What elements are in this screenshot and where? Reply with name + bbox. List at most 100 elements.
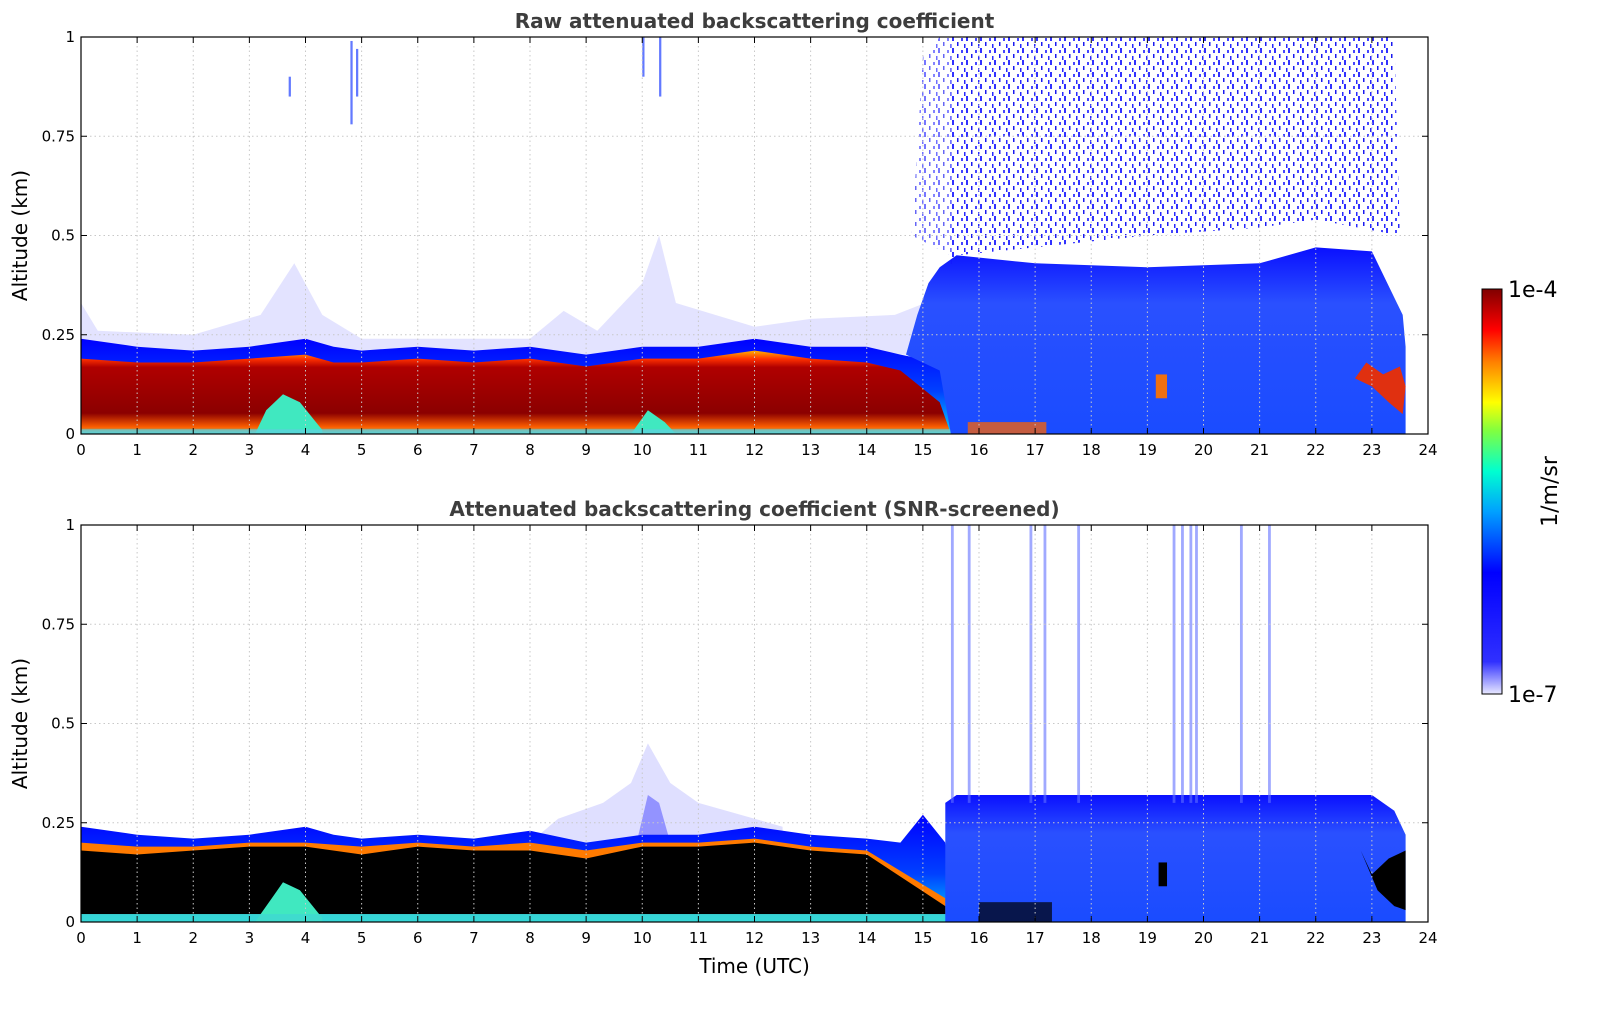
y-tick-label: 0.25 (42, 814, 75, 832)
raw-heatmap-data (81, 37, 1406, 434)
raw-upper-noise-edge (911, 37, 951, 256)
x-tick-label: 12 (745, 441, 764, 459)
raw-patch-19h (1155, 374, 1168, 399)
x-tick-label: 21 (1250, 929, 1269, 947)
x-tick-label: 13 (801, 929, 820, 947)
x-tick-label: 16 (969, 441, 988, 459)
raw-gridlines (81, 37, 1428, 434)
x-tick-label: 18 (1082, 929, 1101, 947)
y-tick-label: 0.5 (51, 227, 75, 245)
x-tick-label: 15 (913, 929, 932, 947)
colorbar-min-label: 1e-7 (1508, 683, 1557, 708)
raw-aerosol-core (81, 350, 951, 434)
raw-upper-noise (950, 37, 1400, 268)
x-tick-label: 5 (357, 929, 367, 947)
x-tick-label: 1 (132, 929, 142, 947)
snr-streak-10 (1268, 525, 1271, 803)
snr-haze-core (636, 795, 671, 843)
x-tick-label: 16 (969, 929, 988, 947)
x-tick-label: 13 (801, 441, 820, 459)
snr-streak-5 (1172, 525, 1176, 803)
x-tick-label: 11 (689, 441, 708, 459)
x-tick-label: 23 (1362, 929, 1381, 947)
snr-screened-panel: 0 1 2 3 4 5 6 7 8 9 10 11 12 13 14 15 16 17 18 19 20 21 22 23 24… (8, 497, 1438, 978)
snr-x-axis-label: Time (UTC) (698, 954, 810, 978)
raw-late-red-patch (1355, 362, 1406, 415)
x-tick-label: 9 (581, 441, 591, 459)
snr-streak-6 (1181, 525, 1184, 803)
x-tick-label: 4 (301, 929, 311, 947)
x-tick-label: 22 (1306, 441, 1325, 459)
raw-haze-layer (81, 235, 946, 355)
x-tick-label: 2 (188, 441, 198, 459)
snr-ground-black (979, 902, 1052, 922)
x-tick-label: 3 (245, 441, 255, 459)
raw-noise-streak-4 (642, 37, 645, 77)
x-tick-label: 12 (745, 929, 764, 947)
snr-gridlines (81, 525, 1428, 922)
snr-haze-layer (530, 743, 783, 843)
x-tick-label: 10 (633, 929, 652, 947)
x-tick-label: 15 (913, 441, 932, 459)
colorbar-unit-label: 1/m/sr (1538, 455, 1563, 527)
raw-ground-strip (81, 429, 951, 434)
x-tick-label: 0 (76, 929, 86, 947)
y-tick-label: 0.75 (42, 615, 75, 633)
x-tick-label: 2 (188, 929, 198, 947)
x-tick-label: 11 (689, 929, 708, 947)
raw-chart-title: Raw attenuated backscattering coefficien… (515, 9, 995, 33)
x-tick-label: 14 (857, 441, 876, 459)
snr-y-axis-label: Altitude (km) (8, 658, 32, 789)
raw-noise-streak-2 (288, 76, 291, 97)
snr-streak-0 (950, 525, 954, 803)
x-tick-label: 22 (1306, 929, 1325, 947)
snr-streak-2 (1029, 525, 1033, 803)
y-tick-label: 0.5 (51, 715, 75, 733)
raw-noise-streak-0 (350, 40, 353, 125)
raw-backscatter-panel: 0 1 2 3 4 5 6 7 8 9 10 11 12 13 14 15 16 17 18 19 20 21 22 23 24… (8, 9, 1438, 459)
y-tick-label: 0 (65, 913, 75, 931)
raw-noise-streak-1 (356, 48, 359, 97)
snr-streak-9 (1239, 525, 1243, 803)
x-tick-label: 8 (525, 441, 535, 459)
x-tick-label: 19 (1138, 441, 1157, 459)
x-tick-label: 6 (413, 929, 423, 947)
snr-streak-4 (1077, 525, 1081, 803)
raw-afternoon-layer (906, 247, 1406, 434)
x-tick-label: 24 (1418, 441, 1437, 459)
y-tick-label: 0.25 (42, 326, 75, 344)
x-tick-label: 21 (1250, 441, 1269, 459)
raw-y-axis-label: Altitude (km) (8, 170, 32, 301)
x-tick-label: 17 (1026, 441, 1045, 459)
snr-ground-strip (81, 914, 946, 922)
x-tick-label: 0 (76, 441, 86, 459)
x-tick-label: 3 (245, 929, 255, 947)
x-tick-label: 18 (1082, 441, 1101, 459)
snr-streak-7 (1189, 525, 1193, 803)
x-tick-label: 24 (1418, 929, 1437, 947)
x-tick-label: 14 (857, 929, 876, 947)
x-tick-label: 4 (301, 441, 311, 459)
y-tick-label: 1 (65, 28, 75, 46)
y-tick-label: 1 (65, 516, 75, 534)
y-tick-label: 0.75 (42, 127, 75, 145)
colorbar-max-label: 1e-4 (1508, 278, 1557, 303)
x-tick-label: 1 (132, 441, 142, 459)
x-tick-label: 7 (469, 929, 479, 947)
x-tick-label: 5 (357, 441, 367, 459)
x-tick-label: 7 (469, 441, 479, 459)
snr-patch-19h (1158, 862, 1168, 887)
snr-late-black-patch (1360, 850, 1406, 911)
snr-screened-core (81, 842, 946, 915)
snr-afternoon-layer (945, 795, 1406, 922)
x-tick-label: 6 (413, 441, 423, 459)
snr-streak-1 (967, 525, 971, 803)
y-tick-label: 0 (65, 425, 75, 443)
colorbar-gradient (1481, 288, 1503, 695)
x-tick-label: 20 (1194, 929, 1213, 947)
x-tick-label: 23 (1362, 441, 1381, 459)
x-tick-label: 9 (581, 929, 591, 947)
snr-heatmap-data (81, 525, 1406, 922)
snr-chart-title: Attenuated backscattering coefficient (S… (449, 497, 1059, 521)
